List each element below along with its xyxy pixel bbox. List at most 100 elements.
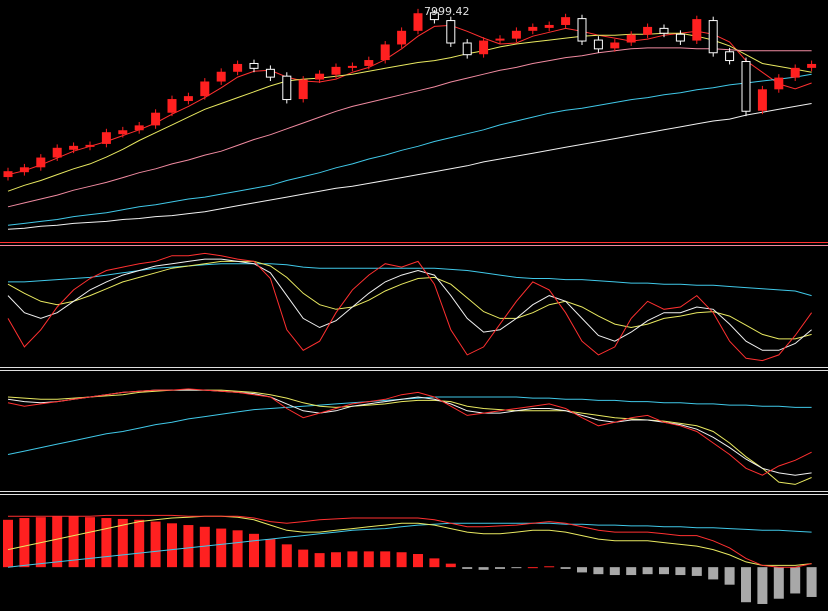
histogram-bar: [314, 553, 325, 568]
histogram-bar: [741, 567, 751, 603]
candle-body: [577, 18, 587, 42]
indicator-line: [7, 522, 812, 568]
candle-body: [69, 145, 79, 150]
histogram-bar: [331, 552, 341, 568]
histogram-bar: [281, 544, 292, 568]
candle-body: [183, 96, 193, 102]
histogram-bar: [773, 567, 784, 599]
histogram-bar: [150, 521, 161, 568]
candle-body: [593, 39, 603, 50]
indicator-line: [7, 103, 812, 230]
histogram-bar: [609, 567, 620, 576]
histogram-bar: [593, 567, 604, 575]
candle-body: [19, 167, 29, 173]
candle-body: [610, 42, 620, 49]
histogram-bar: [363, 551, 374, 568]
histogram-bar: [396, 552, 407, 568]
histogram-bar: [511, 567, 522, 569]
histogram-bar: [19, 518, 30, 568]
candle-body: [790, 67, 800, 78]
candle-body: [675, 33, 685, 42]
candle-body: [3, 171, 13, 178]
histogram-bar: [691, 567, 702, 576]
histogram-bar: [249, 533, 259, 568]
candle-body: [495, 38, 505, 41]
price-annotation: 7999.42: [424, 5, 470, 18]
histogram-bar: [413, 554, 423, 568]
histogram-bar: [347, 551, 358, 568]
candle-body: [151, 112, 161, 126]
candle-body: [544, 24, 554, 28]
candle-body: [265, 68, 275, 78]
candle-body: [118, 130, 128, 135]
candle-body: [364, 60, 374, 66]
indicator-line: [8, 514, 812, 568]
histogram-bar: [3, 519, 13, 568]
candle-body: [380, 44, 390, 61]
candle-body: [134, 125, 144, 131]
candle-body: [216, 71, 226, 82]
indicator-line: [7, 73, 812, 226]
indicator-line: [7, 47, 812, 208]
indicator-line: [7, 32, 812, 192]
histogram-bar: [429, 558, 440, 568]
candle-body: [725, 51, 735, 62]
histogram-bar: [232, 530, 243, 568]
histogram-bar: [265, 539, 276, 568]
candle-body: [626, 34, 636, 43]
candle-body: [331, 66, 341, 75]
histogram-bar: [183, 525, 194, 568]
histogram-bar: [134, 519, 145, 568]
indicator-line: [7, 252, 813, 362]
candle-body: [446, 20, 456, 44]
histogram-bar: [642, 567, 653, 575]
candle-body: [249, 62, 259, 69]
candle-body: [429, 12, 439, 21]
indicator-line: [7, 515, 812, 566]
histogram-bar: [101, 518, 112, 568]
indicator-line: [7, 258, 812, 351]
candle-body: [692, 19, 702, 41]
candle-body: [101, 132, 111, 144]
candle-body: [479, 40, 489, 55]
indicator-line: [7, 260, 812, 340]
indicator-line: [7, 388, 812, 476]
candle-body: [708, 20, 718, 54]
histogram-bar: [708, 567, 719, 580]
candle-body: [233, 63, 243, 72]
histogram-bar: [199, 526, 210, 568]
histogram-bar: [462, 567, 473, 569]
histogram-bar: [527, 567, 538, 569]
histogram-bar: [544, 566, 555, 568]
histogram-bar: [445, 563, 456, 568]
candle-body: [757, 89, 767, 111]
histogram-bar: [757, 567, 768, 604]
candle-body: [200, 81, 210, 97]
histogram-bar: [52, 516, 63, 568]
histogram-bar: [68, 516, 79, 568]
candle-body: [741, 61, 751, 112]
histogram-bar: [675, 567, 686, 576]
candle-body: [85, 144, 95, 147]
indicator-line: [7, 396, 812, 455]
histogram-bar: [298, 549, 309, 568]
candle-body: [413, 13, 423, 31]
histogram-bar: [560, 567, 571, 569]
histogram-bar: [577, 567, 587, 573]
candle-body: [511, 30, 521, 39]
indicator-line: [7, 389, 812, 485]
candle-body: [52, 147, 62, 158]
histogram-bar: [626, 567, 637, 576]
candle-body: [36, 157, 46, 168]
histogram-bar: [478, 567, 489, 570]
candle-body: [397, 30, 407, 45]
histogram-bar: [659, 567, 669, 575]
histogram-bar: [117, 518, 128, 568]
histogram-bar: [85, 517, 95, 568]
histogram-bar: [806, 567, 817, 597]
histogram-bar: [495, 567, 505, 569]
candle-body: [347, 65, 357, 68]
candle-body: [561, 17, 571, 25]
candle-body: [315, 73, 325, 80]
